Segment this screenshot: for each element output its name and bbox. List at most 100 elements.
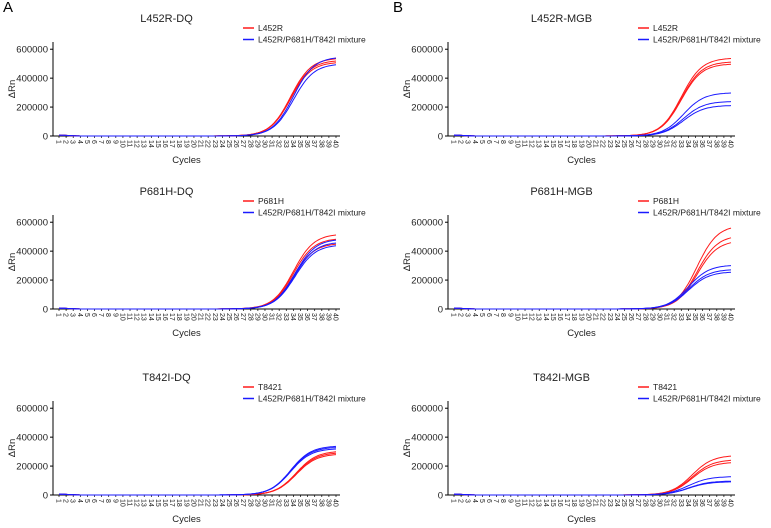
x-tick-label: 31	[663, 499, 670, 507]
x-tick-label: 37	[705, 140, 712, 148]
x-tick-label: 16	[556, 140, 563, 148]
x-tick-label: 32	[275, 140, 282, 148]
x-tick-label: 12	[528, 313, 535, 321]
x-tick-label: 21	[197, 140, 204, 148]
series-line-mixture	[58, 448, 337, 496]
x-tick-label: 10	[513, 140, 520, 148]
legend-label: P681H	[258, 196, 284, 206]
x-tick-label: 17	[563, 499, 570, 507]
x-tick-label: 35	[296, 140, 303, 148]
x-tick-label: 14	[147, 313, 154, 321]
x-tick-label: 3	[69, 313, 76, 317]
x-tick-label: 6	[485, 140, 492, 144]
x-tick-label: 27	[239, 140, 246, 148]
x-tick-label: 4	[471, 499, 478, 503]
x-tick-label: 30	[260, 499, 267, 507]
x-tick-label: 2	[62, 140, 69, 144]
y-tick-label: 400000	[411, 433, 443, 444]
x-tick-label: 32	[670, 499, 677, 507]
x-tick-label: 23	[211, 499, 218, 507]
x-tick-label: 15	[154, 140, 161, 148]
series-line-mixture	[453, 101, 732, 137]
series-line-mixture	[453, 92, 732, 137]
x-tick-label: 16	[556, 499, 563, 507]
y-axis-label: ΔRn	[402, 439, 413, 458]
x-tick-label: 26	[232, 140, 239, 148]
x-tick-label: 23	[606, 313, 613, 321]
legend-label: P681H	[653, 196, 679, 206]
x-tick-label: 6	[485, 499, 492, 503]
x-tick-label: 34	[289, 499, 296, 507]
x-tick-label: 2	[457, 140, 464, 144]
x-tick-label: 17	[168, 313, 175, 321]
x-tick-label: 18	[175, 313, 182, 321]
x-tick-label: 38	[712, 313, 719, 321]
x-tick-label: 8	[104, 313, 111, 317]
x-tick-label: 5	[478, 313, 485, 317]
y-tick-label: 0	[43, 132, 48, 143]
x-tick-label: 23	[211, 313, 218, 321]
x-axis-label: Cycles	[172, 328, 201, 339]
x-tick-label: 33	[677, 499, 684, 507]
legend-label: L452R/P681H/T842I mixture	[258, 208, 366, 218]
y-tick-label: 600000	[16, 45, 48, 56]
chart-title: L452R-MGB	[531, 13, 592, 25]
x-tick-label: 3	[464, 499, 471, 503]
x-tick-label: 21	[592, 140, 599, 148]
x-tick-label: 12	[528, 140, 535, 148]
x-tick-label: 26	[627, 140, 634, 148]
x-tick-label: 3	[69, 499, 76, 503]
y-tick-label: 400000	[411, 74, 443, 85]
y-tick-label: 600000	[411, 218, 443, 229]
x-tick-label: 6	[90, 499, 97, 503]
panel-label-b: B	[393, 0, 404, 16]
x-tick-label: 1	[55, 140, 62, 144]
x-tick-label: 1	[55, 499, 62, 503]
x-tick-label: 15	[549, 140, 556, 148]
x-tick-label: 39	[719, 140, 726, 148]
x-tick-label: 34	[289, 140, 296, 148]
x-tick-label: 11	[521, 499, 528, 506]
x-tick-label: 10	[513, 313, 520, 321]
x-tick-label: 9	[506, 313, 513, 317]
x-tick-label: 13	[140, 140, 147, 148]
x-tick-label: 25	[620, 313, 627, 321]
x-tick-label: 31	[268, 313, 275, 321]
x-tick-label: 28	[246, 499, 253, 507]
x-tick-label: 36	[698, 499, 705, 507]
x-tick-label: 3	[464, 313, 471, 317]
x-tick-label: 17	[563, 313, 570, 321]
x-tick-label: 31	[268, 140, 275, 148]
legend-label: L452R	[653, 23, 678, 33]
series-line-variant	[453, 242, 732, 310]
x-tick-label: 12	[133, 313, 140, 321]
y-tick-label: 400000	[16, 433, 48, 444]
x-tick-label: 33	[282, 140, 289, 148]
x-tick-label: 24	[218, 140, 225, 148]
x-tick-label: 28	[246, 313, 253, 321]
x-tick-label: 27	[634, 140, 641, 148]
x-tick-label: 9	[506, 499, 513, 503]
x-tick-label: 20	[189, 140, 196, 148]
x-tick-label: 18	[175, 140, 182, 148]
legend-label: L452R/P681H/T842I mixture	[653, 394, 761, 404]
x-tick-label: 2	[62, 313, 69, 317]
x-tick-label: 37	[310, 499, 317, 507]
x-tick-label: 39	[324, 140, 331, 148]
series-line-mixture	[58, 64, 337, 137]
y-axis-label: ΔRn	[7, 253, 18, 272]
legend-label: L452R/P681H/T842I mixture	[653, 35, 761, 45]
legend-label: L452R/P681H/T842I mixture	[653, 208, 761, 218]
x-tick-label: 6	[90, 140, 97, 144]
x-tick-label: 3	[69, 140, 76, 144]
x-tick-label: 27	[634, 313, 641, 321]
x-tick-label: 25	[620, 140, 627, 148]
x-tick-label: 34	[684, 313, 691, 321]
x-tick-label: 29	[253, 313, 260, 321]
series-line-variant	[453, 61, 732, 137]
x-tick-label: 35	[296, 499, 303, 507]
x-tick-label: 8	[104, 140, 111, 144]
